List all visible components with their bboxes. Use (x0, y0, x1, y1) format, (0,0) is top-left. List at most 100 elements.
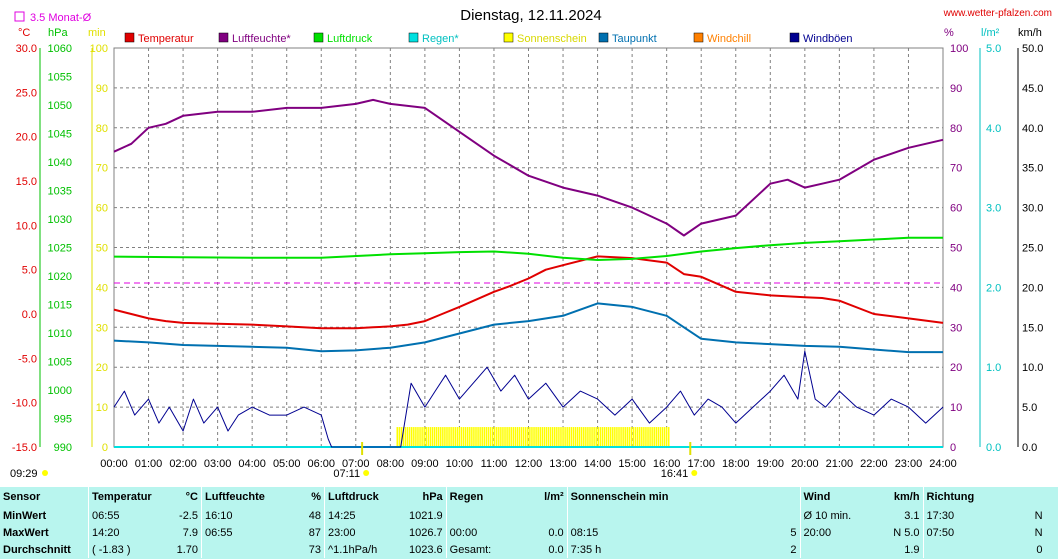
x-tick-label: 01:00 (135, 458, 163, 470)
legend-swatch (503, 32, 514, 43)
stats-cell: ( -1.83 ) (88, 541, 165, 558)
stats-cell: Gesamt: (445, 541, 523, 558)
temp-axis-tick-label: 0.0 (22, 309, 37, 321)
legend-label: Luftfeuchte* (232, 33, 291, 45)
pressure-axis-tick-label: 1045 (48, 129, 72, 141)
rain-axis-tick-label: 3.0 (986, 203, 1001, 215)
x-tick-label: 17:00 (687, 458, 715, 470)
stats-cell (922, 541, 1010, 558)
legend-label: Windböen (803, 33, 853, 45)
x-tick-label: 15:00 (618, 458, 646, 470)
percent-axis-tick-label: 100 (950, 43, 968, 55)
x-tick-label: 05:00 (273, 458, 301, 470)
x-tick-label: 03:00 (204, 458, 232, 470)
stats-cell: N (1034, 526, 1043, 539)
stats-cell: 23:00 (324, 524, 406, 541)
legend-swatch (218, 32, 229, 43)
x-tick-label: 02:00 (169, 458, 197, 470)
stats-header-rain: Regen (445, 487, 523, 507)
stats-header-dir: Richtung (922, 487, 1010, 507)
left-time: 09:29 (10, 468, 38, 480)
legend-label: Temperatur (138, 33, 194, 45)
dewpoint-line (113, 302, 943, 354)
x-tick-label: 13:00 (549, 458, 577, 470)
stats-cell: 7.9 (182, 526, 198, 539)
stats-cell: -2.5 (179, 509, 198, 522)
wind-axis-tick-label: 5.0 (1022, 402, 1037, 414)
sun-axis-tick-label: 100 (90, 43, 108, 55)
stats-cell: 1.9 (904, 543, 920, 556)
stats-table: Sensor Temperatur °C Luftfeuchte % Luftd… (0, 487, 1058, 559)
temp-axis-tick-label: 10.0 (16, 220, 37, 232)
stats-cell: N (1034, 509, 1043, 522)
sun-axis-tick-label: 50 (96, 243, 108, 255)
site-link[interactable]: www.wetter-pfalzen.com (943, 8, 1052, 19)
x-tick-label: 14:00 (584, 458, 612, 470)
stats-cell: 1023.6 (409, 543, 443, 556)
wind-axis-tick-label: 0.0 (1022, 442, 1037, 454)
chart-title: Dienstag, 12.11.2024 (460, 7, 602, 24)
legend-swatch (313, 32, 324, 43)
rain-axis-label: l/m² (981, 27, 1000, 39)
sun-axis-tick-label: 40 (96, 282, 108, 294)
stats-cell: 5 (790, 526, 797, 539)
stats-cell: Ø 10 min. (799, 507, 877, 524)
stats-cell: 0.0 (548, 543, 564, 556)
percent-axis-tick-label: 60 (950, 203, 962, 215)
sun-axis-tick-label: 90 (96, 83, 108, 95)
x-tick-label: 09:00 (411, 458, 439, 470)
stats-header-tail (1046, 487, 1058, 507)
sunrise-sun-icon (363, 470, 370, 476)
legend-swatch (789, 32, 800, 43)
pressure-axis-tick-label: 1055 (48, 72, 72, 84)
stats-header-wind: Wind (799, 487, 877, 507)
temp-axis-tick-label: 30.0 (16, 43, 37, 55)
sun-axis-tick-label: 0 (102, 442, 108, 454)
chart-axes: 00:00 01:00 02:00 03:00 04:00 05:00 06:00 07:00… (12, 27, 1044, 480)
rain-axis-tick-label: 1.0 (986, 362, 1001, 374)
avg-note-icon (14, 11, 25, 22)
stats-cell: 7:35 h (566, 541, 741, 558)
stats-cell (741, 507, 800, 524)
pressure-axis-label: hPa (48, 27, 68, 39)
wind-axis-tick-label: 20.0 (1022, 282, 1043, 294)
wind-axis-tick-label: 35.0 (1022, 163, 1043, 175)
stats-cell: 14:20 (88, 524, 165, 541)
stats-cell: 00:00 (445, 524, 523, 541)
rain-axis-tick-label: 4.0 (986, 123, 1001, 135)
rain-axis-tick-label: 0.0 (986, 442, 1001, 454)
percent-axis-tick-label: 40 (950, 282, 962, 294)
wind-axis-tick-label: 10.0 (1022, 362, 1043, 374)
sun-axis-tick-label: 30 (96, 322, 108, 334)
gusts-line (113, 350, 944, 448)
stats-cell: 2 (790, 543, 797, 556)
pressure-axis-tick-label: 1020 (48, 271, 72, 283)
x-tick-label: 10:00 (446, 458, 474, 470)
chart-grid (113, 47, 944, 448)
wind-axis-tick-label: 45.0 (1022, 83, 1043, 95)
legend-label: Taupunkt (612, 33, 657, 45)
pressure-axis-tick-label: 990 (54, 442, 72, 454)
x-tick-label: 22:00 (860, 458, 888, 470)
x-tick-label: 19:00 (757, 458, 785, 470)
stats-cell: 1026.7 (409, 526, 443, 539)
stats-cell: 1021.9 (409, 509, 443, 522)
stats-header-temp-unit: °C (185, 491, 198, 503)
x-tick-label: 11:00 (481, 458, 508, 470)
humidity-line (113, 98, 944, 237)
stats-cell: 48 (308, 509, 321, 522)
sun-axis-tick-label: 20 (96, 362, 108, 374)
percent-axis-tick-label: 0 (950, 442, 956, 454)
rain-axis-tick-label: 2.0 (986, 282, 1001, 294)
percent-axis-tick-label: 80 (950, 123, 962, 135)
stats-cell (566, 507, 741, 524)
pressure-axis-tick-label: 1060 (48, 43, 72, 55)
x-tick-label: 21:00 (826, 458, 854, 470)
stats-cell: 20:00 (799, 524, 877, 541)
sunset-sun-icon (691, 470, 698, 476)
percent-axis-tick-label: 50 (950, 243, 962, 255)
legend-label: Luftdruck (327, 33, 373, 45)
avg-note: 3.5 Monat-Ø (30, 12, 92, 24)
sunrise-label: 07:11 (333, 468, 360, 480)
stats-header-sun: Sonnenschein min (566, 487, 801, 507)
